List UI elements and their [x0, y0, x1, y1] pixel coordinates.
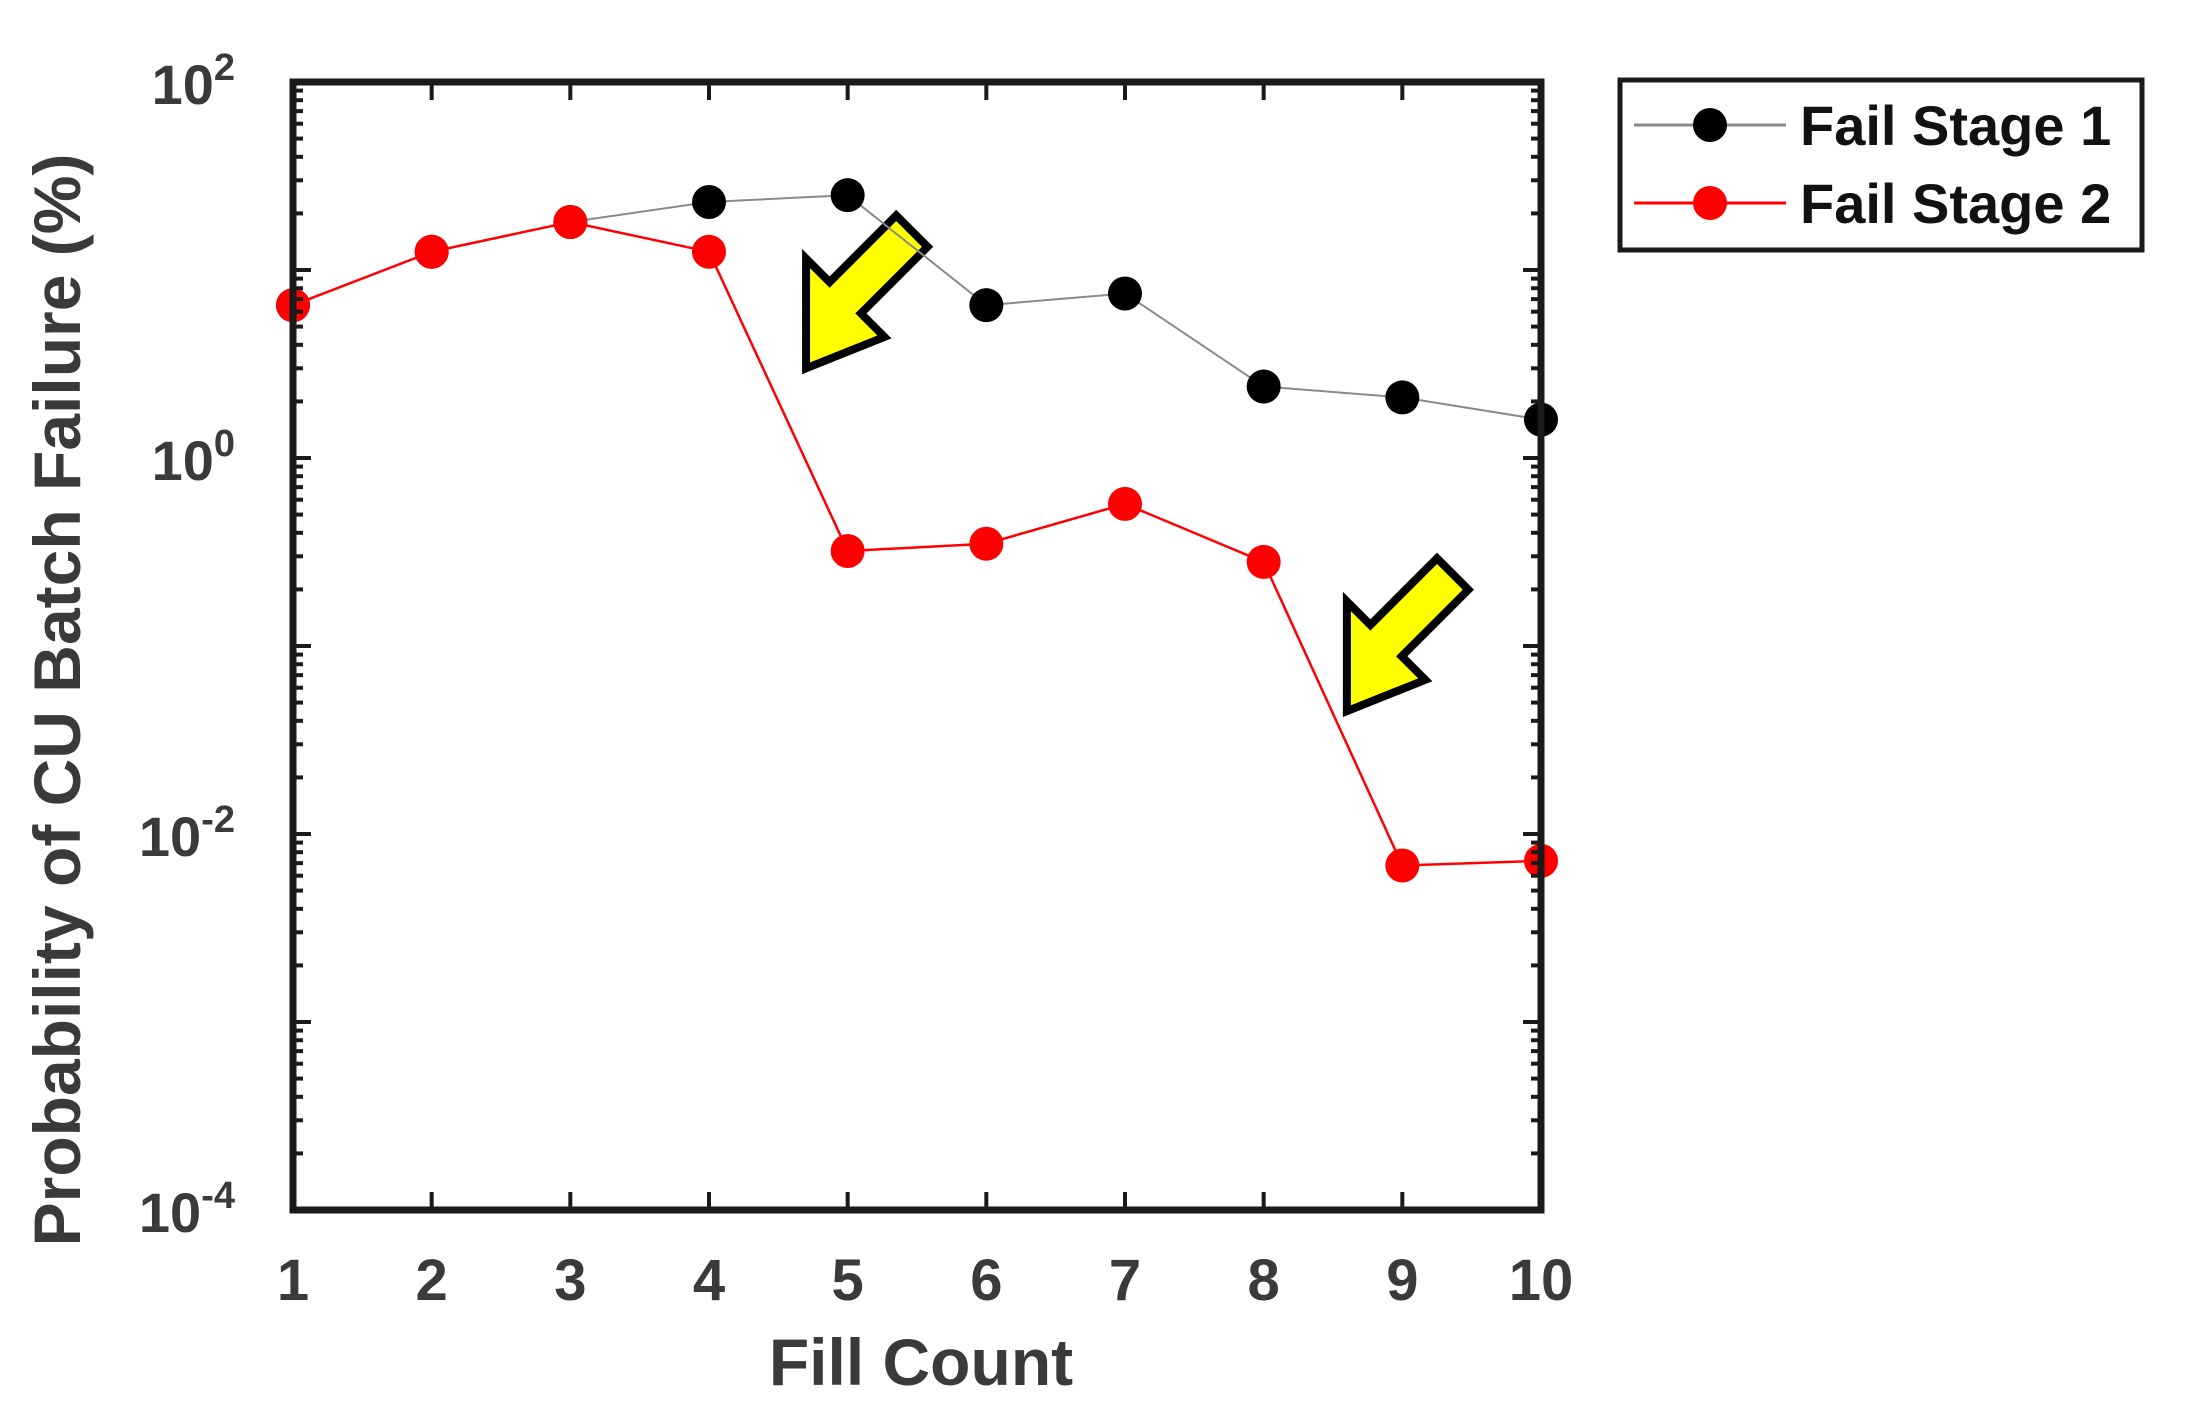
- x-axis-label: Fill Count: [769, 1325, 1073, 1399]
- series-1-point: [969, 288, 1004, 323]
- y-axis-label-group: Probability of CU Batch Failure (%): [20, 154, 94, 1247]
- series-line-1: [292, 194, 1542, 421]
- x-tick-label: 6: [970, 1248, 1002, 1313]
- x-tick-label: 2: [416, 1248, 448, 1313]
- legend-label-fail-stage-2: Fail Stage 2: [1800, 172, 2111, 235]
- series-2-point: [553, 205, 588, 240]
- series-2-point: [1246, 544, 1281, 579]
- x-tick-labels: 1 2 3 4 5 6 7 8 9 10: [277, 1248, 1573, 1313]
- series-1-point: [1246, 369, 1281, 404]
- x-tick-label: 9: [1386, 1248, 1418, 1313]
- legend-marker-fail-stage-2: [1693, 186, 1727, 220]
- series-2-point: [414, 234, 449, 269]
- annotation-arrow-2: [1342, 552, 1475, 718]
- series-2-point: [830, 534, 865, 569]
- series-1-point: [830, 178, 865, 213]
- x-tick-label: 1: [277, 1248, 309, 1313]
- legend-marker-fail-stage-1: [1693, 108, 1727, 142]
- legend-label-fail-stage-1: Fail Stage 1: [1800, 94, 2111, 157]
- y-tick-labels: 102 100 10-2 10-4: [139, 47, 235, 1244]
- series-2-point: [692, 234, 726, 269]
- series-markers: [276, 178, 1558, 883]
- y-axis-label: Probability of CU Batch Failure (%): [20, 154, 94, 1247]
- x-tick-label: 3: [554, 1248, 586, 1313]
- annotation-arrow-1: [802, 209, 934, 375]
- annotations: [802, 209, 1475, 718]
- series-lines: [292, 194, 1542, 867]
- x-tick-label: 4: [693, 1248, 725, 1313]
- x-tick-label: 5: [832, 1248, 864, 1313]
- series-2-point: [969, 526, 1004, 561]
- series-1-point: [1385, 380, 1420, 415]
- y-tick-label: 10-2: [139, 799, 235, 868]
- y-tick-label: 10-4: [139, 1175, 235, 1244]
- series-2-point: [1385, 848, 1420, 883]
- y-tick-label: 100: [152, 423, 235, 492]
- plot-frame: [289, 78, 1545, 1214]
- series-line-2: [292, 220, 1542, 867]
- x-tick-label: 7: [1109, 1248, 1141, 1313]
- x-tick-label: 8: [1248, 1248, 1280, 1313]
- series-1-point: [692, 184, 726, 219]
- y-tick-label: 102: [152, 47, 235, 116]
- x-tick-label: 10: [1509, 1248, 1574, 1313]
- series-1-point: [1108, 276, 1142, 311]
- legend: Fail Stage 1 Fail Stage 2: [1617, 77, 2145, 253]
- series-2-point: [1108, 486, 1142, 521]
